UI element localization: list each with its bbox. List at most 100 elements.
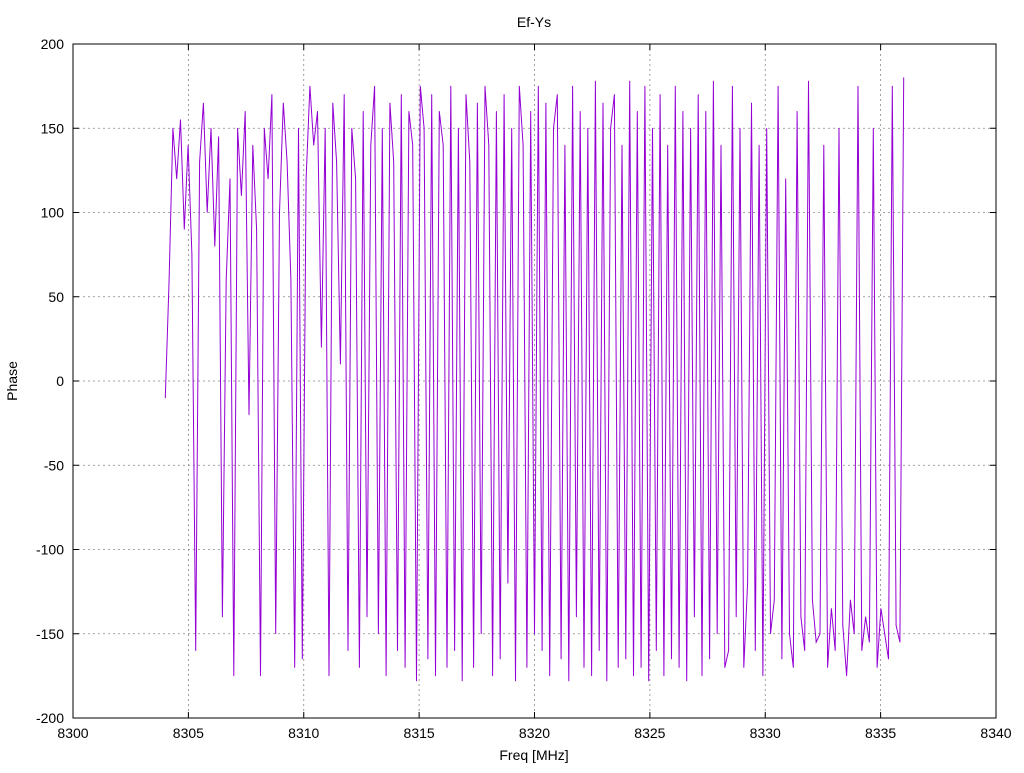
- data-point: [461, 680, 463, 682]
- data-point: [229, 178, 231, 180]
- data-point: [583, 667, 585, 668]
- data-point: [869, 641, 870, 643]
- data-point: [663, 675, 665, 677]
- data-point: [659, 94, 661, 95]
- x-tick-label: 8340: [980, 725, 1011, 741]
- data-point: [233, 675, 235, 677]
- data-point: [629, 80, 631, 82]
- data-point: [332, 102, 334, 104]
- y-tick-label: 100: [41, 205, 65, 221]
- data-point: [313, 144, 315, 146]
- data-point: [644, 85, 646, 87]
- data-point: [682, 111, 684, 112]
- chart-title: Ef-Ys: [517, 14, 551, 30]
- data-point: [610, 127, 612, 129]
- data-point: [469, 161, 471, 163]
- y-tick-label: -100: [36, 542, 64, 558]
- data-point: [838, 127, 840, 129]
- data-point: [256, 228, 258, 230]
- data-point: [541, 650, 543, 651]
- y-tick-label: 50: [48, 289, 64, 305]
- data-point: [393, 161, 395, 163]
- data-point: [210, 127, 212, 129]
- data-point: [751, 102, 752, 104]
- data-point: [202, 102, 204, 104]
- data-point: [621, 144, 623, 146]
- data-point: [164, 397, 166, 399]
- data-point: [636, 111, 638, 112]
- data-point: [606, 680, 608, 682]
- data-point: [442, 144, 444, 146]
- series-layer: [164, 77, 905, 682]
- data-point: [811, 599, 813, 601]
- data-point: [199, 161, 200, 163]
- data-point: [572, 85, 573, 87]
- data-point: [553, 127, 554, 129]
- data-point: [709, 658, 710, 660]
- data-point: [191, 254, 193, 256]
- data-point: [416, 680, 417, 682]
- data-point: [279, 212, 280, 213]
- data-point: [187, 144, 189, 146]
- data-point: [454, 650, 455, 651]
- y-tick-label: -50: [44, 457, 64, 473]
- data-point: [823, 144, 825, 146]
- data-point: [252, 144, 254, 146]
- data-point: [842, 624, 844, 626]
- data-point: [362, 111, 364, 112]
- data-point: [511, 127, 513, 129]
- data-point: [808, 80, 809, 82]
- data-point: [507, 582, 509, 584]
- data-point: [172, 127, 174, 129]
- data-point: [880, 608, 882, 609]
- data-point: [218, 136, 219, 138]
- data-point: [732, 85, 733, 87]
- data-point: [697, 94, 699, 95]
- data-point: [747, 582, 749, 584]
- data-point: [526, 667, 528, 668]
- data-point: [762, 675, 764, 677]
- data-point: [480, 633, 482, 635]
- grid: [73, 44, 996, 718]
- y-tick-label: -150: [36, 626, 64, 642]
- data-point: [183, 228, 185, 230]
- data-point: [400, 94, 402, 95]
- y-axis-label: Phase: [4, 361, 20, 401]
- data-point: [488, 144, 490, 146]
- data-point: [739, 127, 741, 129]
- data-point: [518, 85, 520, 87]
- data-point: [796, 111, 798, 112]
- data-point: [336, 161, 337, 163]
- data-point: [865, 616, 867, 618]
- data-point: [770, 633, 771, 635]
- data-point: [374, 85, 376, 87]
- data-point: [545, 102, 547, 104]
- data-point: [667, 144, 669, 146]
- data-point: [534, 633, 535, 635]
- data-point: [180, 119, 181, 121]
- data-point: [320, 346, 322, 348]
- data-point: [275, 633, 277, 635]
- data-point: [640, 667, 642, 668]
- data-point: [857, 85, 859, 87]
- y-tick-label: 0: [56, 373, 64, 389]
- data-point: [671, 658, 672, 660]
- data-point: [758, 144, 760, 146]
- data-point: [735, 616, 737, 618]
- y-tick-label: 200: [41, 36, 65, 52]
- data-point: [591, 675, 592, 677]
- data-point: [720, 144, 722, 146]
- data-point: [195, 650, 197, 651]
- data-point: [404, 667, 406, 668]
- data-point: [777, 85, 779, 87]
- data-point: [773, 599, 775, 601]
- data-point: [587, 127, 589, 129]
- data-point: [206, 212, 208, 213]
- data-point: [446, 667, 448, 668]
- data-point: [815, 641, 817, 643]
- data-point: [633, 675, 634, 677]
- data-point: [457, 127, 459, 129]
- data-point: [389, 102, 391, 104]
- data-point: [378, 633, 379, 635]
- data-point: [427, 658, 429, 660]
